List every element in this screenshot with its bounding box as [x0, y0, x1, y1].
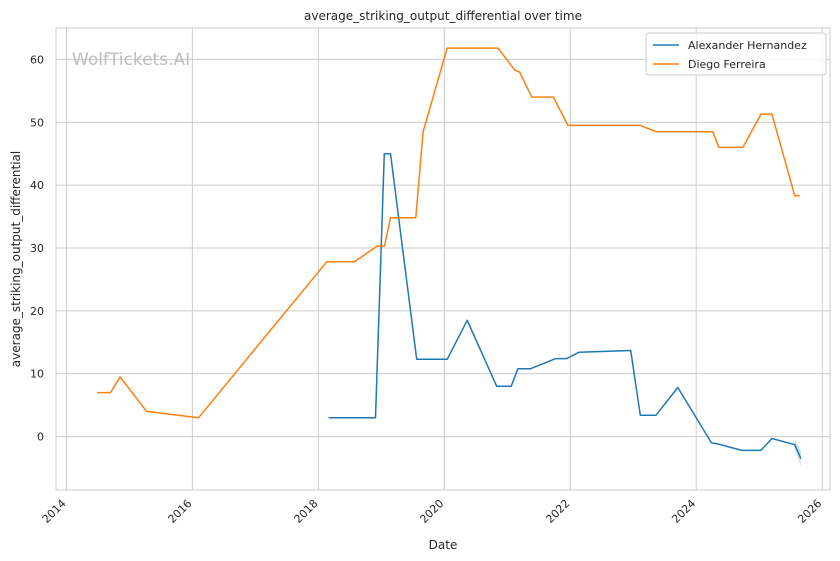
legend-label-alexander-hernandez: Alexander Hernandez	[688, 39, 807, 52]
y-tick-label-10: 10	[30, 368, 44, 381]
legend-box	[645, 32, 827, 76]
grid-lines	[56, 28, 830, 490]
chart-title: average_striking_output_differential ove…	[304, 9, 582, 23]
y-tick-label-20: 20	[30, 305, 44, 318]
series-line-diego-ferreira	[97, 47, 800, 419]
confidence-band-alexander-hernandez	[794, 439, 801, 467]
x-axis-label: Date	[429, 538, 458, 552]
plot-frame	[55, 27, 831, 491]
y-tick-label-30: 30	[30, 242, 44, 255]
legend: Alexander Hernandez Diego Ferreira	[645, 32, 827, 76]
watermark-text: WolfTickets.AI	[72, 50, 190, 70]
y-axis-label: average_striking_output_differential	[9, 151, 23, 367]
series-line-alexander-hernandez	[328, 152, 802, 459]
y-tick-label-60: 60	[30, 53, 44, 66]
y-tick-label-50: 50	[30, 116, 44, 129]
y-tick-label-0: 0	[37, 431, 44, 444]
y-tick-label-40: 40	[30, 179, 44, 192]
legend-label-diego-ferreira: Diego Ferreira	[688, 58, 766, 71]
series-lines	[97, 47, 802, 467]
